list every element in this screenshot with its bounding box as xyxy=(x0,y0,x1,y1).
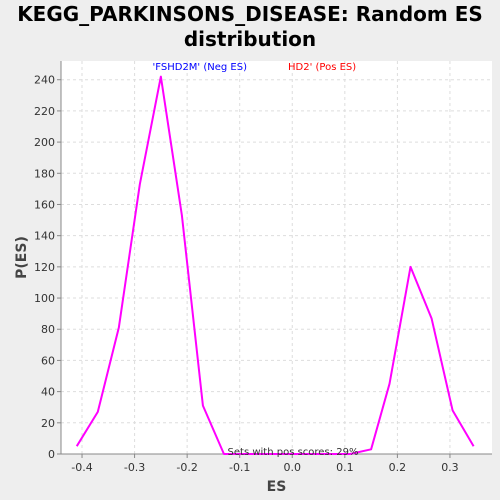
y-tick-label: 180 xyxy=(34,167,55,180)
y-tick-label: 140 xyxy=(34,230,55,243)
y-tick-label: 200 xyxy=(34,136,55,149)
x-tick-label: -0.3 xyxy=(124,461,145,474)
chart-title-line2: distribution xyxy=(183,27,317,51)
x-tick-label: -0.1 xyxy=(229,461,250,474)
series-line xyxy=(75,75,475,455)
legend-neg-label: 'FSHD2M' (Neg ES) xyxy=(153,62,248,73)
x-tick-label: 0.1 xyxy=(336,461,354,474)
x-tick-label: 0.0 xyxy=(284,461,302,474)
y-tick-label: 60 xyxy=(41,354,55,367)
x-tick-label: -0.4 xyxy=(71,461,92,474)
y-tick-label: 160 xyxy=(34,198,55,211)
plot-area xyxy=(61,61,492,454)
y-tick-label: 120 xyxy=(34,261,55,274)
y-tick-label: 40 xyxy=(41,386,55,399)
chart-title: KEGG_PARKINSONS_DISEASE: Random ES distr… xyxy=(0,2,500,52)
legend-pos-label: HD2' (Pos ES) xyxy=(288,62,356,73)
chart-title-line1: KEGG_PARKINSONS_DISEASE: Random ES xyxy=(17,2,483,26)
x-tick-label: 0.3 xyxy=(441,461,459,474)
y-tick-label: 0 xyxy=(48,448,55,461)
pos-scores-annotation: Sets with pos scores: 29% xyxy=(228,447,359,458)
y-tick-label: 20 xyxy=(41,417,55,430)
y-tick-label: 80 xyxy=(41,323,55,336)
x-tick-label: -0.2 xyxy=(176,461,197,474)
y-tick-label: 100 xyxy=(34,292,55,305)
y-axis-label: P(ES) xyxy=(14,236,30,279)
y-tick-label: 240 xyxy=(34,74,55,87)
x-tick-label: 0.2 xyxy=(389,461,407,474)
y-tick-label: 220 xyxy=(34,105,55,118)
x-axis-label: ES xyxy=(267,479,287,495)
